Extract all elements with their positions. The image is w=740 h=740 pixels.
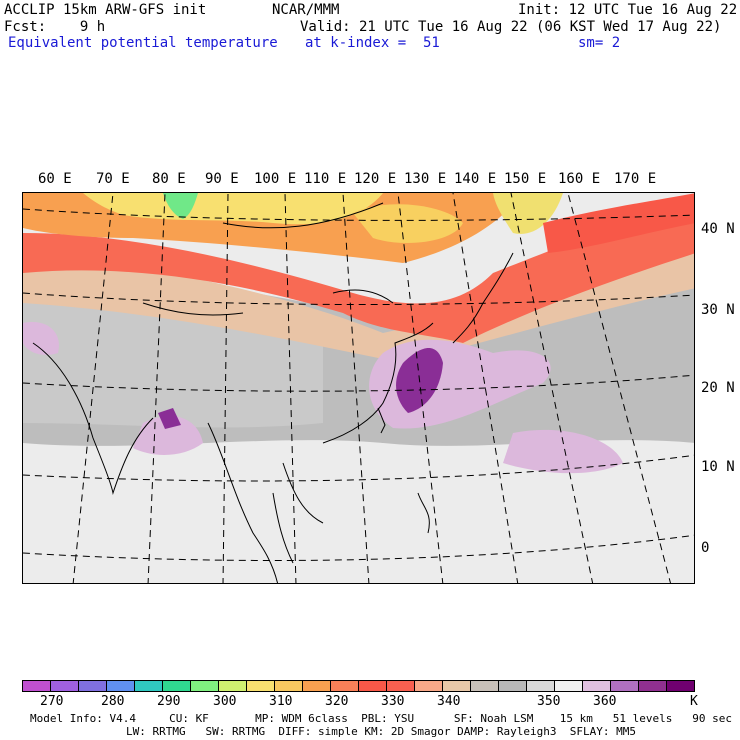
colorbar-swatch <box>219 681 247 691</box>
colorbar-swatch <box>555 681 583 691</box>
colorbar-swatch <box>107 681 135 691</box>
level-label: at k-index = 51 <box>305 35 440 51</box>
colorbar-label: 300 <box>213 694 237 709</box>
model-title: ACCLIP 15km ARW-GFS init <box>4 2 207 18</box>
gray-band-2 <box>23 283 323 428</box>
lon-label: 110 E <box>304 171 347 187</box>
theta-e-field <box>23 193 694 583</box>
colorbar-label: 350 <box>537 694 561 709</box>
colorbar-swatch <box>611 681 639 691</box>
lat-label: 0 <box>701 540 710 556</box>
colorbar-swatch <box>471 681 499 691</box>
lavender-bay-of-bengal <box>133 415 203 455</box>
lat-label: 30 N <box>701 302 735 318</box>
purple-bay-core <box>158 408 181 429</box>
colorbar-label: 290 <box>157 694 181 709</box>
lon-label: 100 E <box>254 171 297 187</box>
graticule <box>23 193 694 583</box>
field-name: Equivalent potential temperature <box>8 35 278 51</box>
colorbar-swatch <box>191 681 219 691</box>
lon-label: 70 E <box>96 171 130 187</box>
lat-label: 20 N <box>701 380 735 396</box>
colorbar-swatch <box>51 681 79 691</box>
lon-label: 170 E <box>614 171 657 187</box>
forecast-hour: Fcst: 9 h <box>4 19 106 35</box>
lon-label: 140 E <box>454 171 497 187</box>
colorbar-swatch <box>527 681 555 691</box>
physics-info-line: LW: RRTMG SW: RRTMG DIFF: simple KM: 2D … <box>126 725 636 738</box>
colorbar-swatch <box>303 681 331 691</box>
colorbar-label: 320 <box>325 694 349 709</box>
map-panel <box>22 192 695 584</box>
green-300-patch <box>163 193 198 219</box>
colorbar-label: 270 <box>40 694 64 709</box>
colorbar-unit: K <box>690 694 698 709</box>
init-time: Init: 12 UTC Tue 16 Aug 22 <box>518 2 738 18</box>
lon-label: 160 E <box>558 171 601 187</box>
valid-time: Valid: 21 UTC Tue 16 Aug 22 (06 KST Wed … <box>300 19 722 35</box>
colorbar-swatch <box>163 681 191 691</box>
colorbar-label: 360 <box>593 694 617 709</box>
lon-label: 150 E <box>504 171 547 187</box>
smoothing-label: sm= 2 <box>578 35 621 51</box>
lon-label: 80 E <box>152 171 186 187</box>
lat-label: 10 N <box>701 459 735 475</box>
colorbar-swatch <box>275 681 303 691</box>
colorbar-swatch <box>135 681 163 691</box>
red-upper-right <box>543 193 694 253</box>
colorbar <box>22 680 695 692</box>
colorbar-swatch <box>359 681 387 691</box>
colorbar-label: 310 <box>269 694 293 709</box>
colorbar-swatch <box>639 681 667 691</box>
colorbar-swatch <box>443 681 471 691</box>
colorbar-swatch <box>247 681 275 691</box>
lon-label: 60 E <box>38 171 72 187</box>
colorbar-swatch <box>387 681 415 691</box>
lavender-pacific <box>503 429 623 474</box>
lon-label: 120 E <box>354 171 397 187</box>
colorbar-swatch <box>331 681 359 691</box>
red-330-band <box>23 193 694 343</box>
colorbar-label: 340 <box>437 694 461 709</box>
colorbar-swatch <box>667 681 694 691</box>
colorbar-swatch <box>583 681 611 691</box>
lat-label: 40 N <box>701 221 735 237</box>
yellow-310-patch <box>493 193 563 234</box>
colorbar-swatch <box>23 681 51 691</box>
colorbar-swatch <box>415 681 443 691</box>
yellow-310-patch <box>353 204 463 243</box>
colorbar-label: 330 <box>381 694 405 709</box>
colorbar-swatch <box>499 681 527 691</box>
lon-label: 130 E <box>404 171 447 187</box>
colorbar-label: 280 <box>101 694 125 709</box>
lon-label: 90 E <box>205 171 239 187</box>
model-info-line: Model Info: V4.4 CU: KF MP: WDM 6class P… <box>30 712 732 725</box>
organization-label: NCAR/MMM <box>272 2 340 18</box>
coastlines <box>32 202 514 583</box>
colorbar-swatch <box>79 681 107 691</box>
lavender-arabia <box>23 322 59 355</box>
